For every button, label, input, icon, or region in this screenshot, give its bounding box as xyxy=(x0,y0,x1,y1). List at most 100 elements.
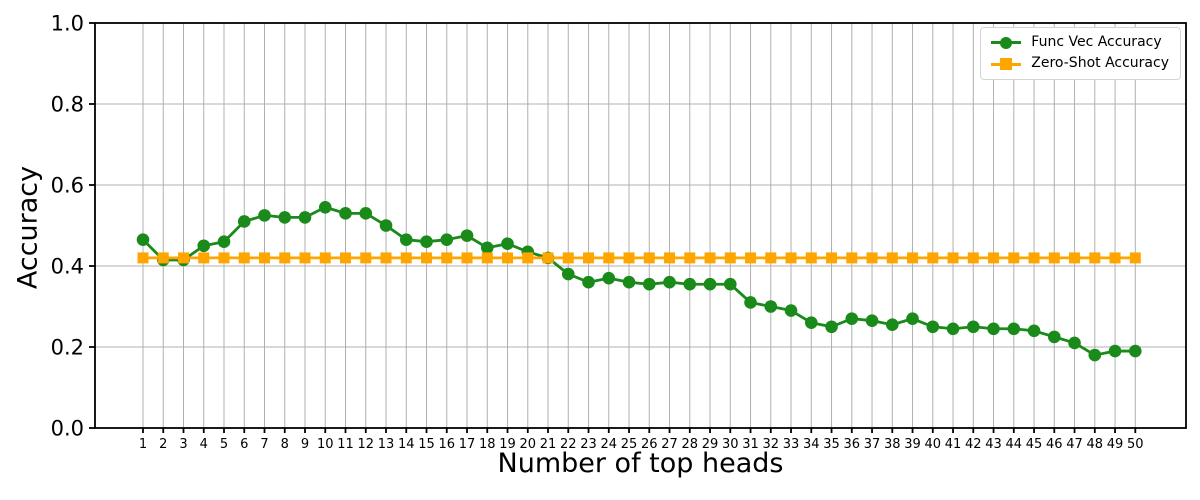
data-point-marker xyxy=(582,275,595,289)
series-zero-shot xyxy=(137,252,1141,264)
data-point-marker xyxy=(947,252,959,264)
data-point-marker xyxy=(785,252,797,264)
y-axis-ticks: 0.0 0.2 0.4 0.6 0.8 1.0 xyxy=(51,12,95,441)
legend-entry-func-vec: Func Vec Accuracy xyxy=(991,34,1169,50)
x-tick-label: 37 xyxy=(864,437,881,452)
data-point-marker xyxy=(907,252,919,264)
data-point-marker xyxy=(967,252,979,264)
data-point-marker xyxy=(360,252,372,264)
data-point-marker xyxy=(421,252,433,264)
data-point-marker xyxy=(684,252,696,264)
data-point-marker xyxy=(1048,252,1060,264)
x-tick-label: 43 xyxy=(985,437,1002,452)
data-point-marker xyxy=(826,252,838,264)
x-tick-label: 19 xyxy=(499,437,516,452)
data-point-marker xyxy=(318,200,332,214)
x-tick-label: 15 xyxy=(418,437,435,452)
axes-frame xyxy=(94,22,1187,429)
data-point-marker xyxy=(865,314,879,327)
data-point-marker xyxy=(988,252,1000,264)
x-tick-label: 27 xyxy=(661,437,678,452)
data-point-marker xyxy=(1047,330,1061,344)
legend-entry-zero-shot: Zero-Shot Accuracy xyxy=(991,55,1169,72)
data-point-marker xyxy=(339,207,352,220)
y-tick-label: 1.0 xyxy=(51,12,84,36)
data-point-marker xyxy=(1069,252,1081,264)
data-point-marker xyxy=(561,267,575,281)
data-point-marker xyxy=(420,235,433,248)
data-point-marker xyxy=(299,252,311,264)
gridlines xyxy=(95,22,1186,428)
data-point-marker xyxy=(460,229,474,242)
data-point-marker xyxy=(664,252,676,264)
data-point-marker xyxy=(845,312,859,325)
data-point-marker xyxy=(380,252,392,264)
x-tick-label: 11 xyxy=(337,437,354,452)
x-axis-label: Number of top heads xyxy=(497,448,784,479)
x-tick-label: 47 xyxy=(1066,437,1083,452)
line-square-marker-icon xyxy=(991,57,1022,71)
data-point-marker xyxy=(501,237,514,251)
data-point-marker xyxy=(1089,252,1101,264)
data-point-marker xyxy=(885,318,899,332)
data-point-marker xyxy=(825,320,838,334)
data-point-marker xyxy=(804,316,818,330)
x-tick-label: 30 xyxy=(722,437,739,452)
data-point-marker xyxy=(440,233,454,246)
x-tick-label: 39 xyxy=(904,437,921,452)
x-tick-label: 46 xyxy=(1046,437,1063,452)
data-point-marker xyxy=(583,252,595,264)
data-point-marker xyxy=(1109,252,1121,264)
data-point-marker xyxy=(258,209,271,222)
data-point-marker xyxy=(379,219,393,232)
x-tick-label: 8 xyxy=(281,437,289,452)
x-tick-label: 13 xyxy=(378,437,395,452)
x-tick-label: 41 xyxy=(945,437,962,452)
x-tick-label: 2 xyxy=(159,437,167,452)
x-axis-ticks: 1 2 3 4 5 6 7 8 9 10 11 12 13 14 15 16 17 18 19 20 21 22 23 24 2… xyxy=(139,428,1144,452)
data-point-marker xyxy=(400,252,412,264)
x-tick-label: 18 xyxy=(479,437,496,452)
data-point-marker xyxy=(683,277,697,291)
y-tick-label: 0.6 xyxy=(51,174,84,198)
data-point-marker xyxy=(238,252,250,264)
x-tick-label: 35 xyxy=(823,437,840,452)
legend-label-zero-shot: Zero-Shot Accuracy xyxy=(1031,55,1169,72)
data-point-marker xyxy=(237,215,251,228)
legend: Func Vec Accuracy Zero-Shot Accuracy xyxy=(980,27,1181,80)
data-point-marker xyxy=(1129,252,1141,264)
data-point-marker xyxy=(359,207,373,220)
data-point-marker xyxy=(198,252,210,264)
x-tick-label: 24 xyxy=(601,437,618,452)
data-point-marker xyxy=(765,252,777,264)
x-tick-label: 34 xyxy=(803,437,820,452)
x-tick-label: 29 xyxy=(702,437,719,452)
data-point-marker xyxy=(703,277,717,291)
y-tick-label: 0.2 xyxy=(51,336,84,360)
data-point-marker xyxy=(1108,344,1122,358)
data-point-marker xyxy=(218,252,230,264)
data-point-marker xyxy=(178,252,190,264)
x-tick-label: 16 xyxy=(438,437,455,452)
data-point-marker xyxy=(724,252,736,264)
data-point-marker xyxy=(157,252,169,264)
data-point-marker xyxy=(784,304,798,317)
x-tick-label: 50 xyxy=(1127,437,1144,452)
x-tick-label: 12 xyxy=(357,437,374,452)
data-point-marker xyxy=(966,320,980,334)
data-point-marker xyxy=(723,277,737,291)
x-tick-label: 5 xyxy=(220,437,228,452)
data-point-marker xyxy=(217,235,231,248)
x-tick-label: 40 xyxy=(925,437,942,452)
data-point-marker xyxy=(926,320,940,334)
data-point-marker xyxy=(399,233,413,246)
data-point-marker xyxy=(846,252,858,264)
data-point-marker xyxy=(663,275,676,289)
x-tick-label: 22 xyxy=(560,437,577,452)
data-point-marker xyxy=(946,322,960,336)
data-point-marker xyxy=(886,252,898,264)
y-tick-label: 0.8 xyxy=(51,93,84,117)
x-tick-label: 7 xyxy=(260,437,268,452)
y-tick-label: 0.0 xyxy=(51,417,84,441)
